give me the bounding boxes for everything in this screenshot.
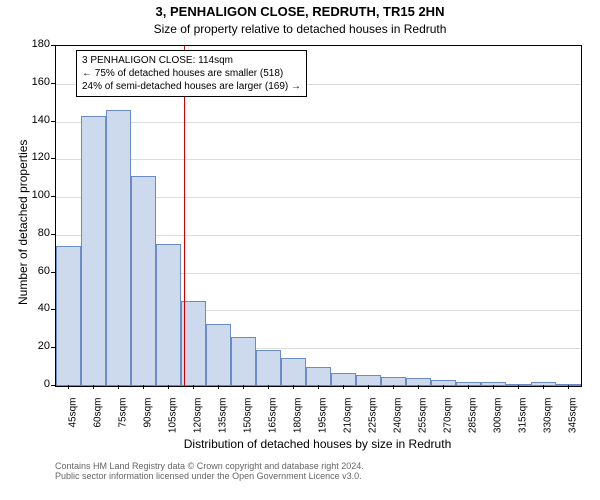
plot-area: 3 PENHALIGON CLOSE: 114sqm← 75% of detac… [55, 45, 582, 387]
x-tick-label: 285sqm [467, 398, 478, 448]
x-tick-label: 90sqm [142, 398, 153, 448]
y-tick-mark [51, 121, 55, 122]
x-tick-label: 330sqm [542, 398, 553, 448]
x-tick-label: 255sqm [417, 398, 428, 448]
y-tick-label: 60 [20, 265, 50, 277]
x-tick-mark [493, 385, 494, 389]
x-tick-label: 150sqm [242, 398, 253, 448]
x-tick-mark [543, 385, 544, 389]
y-tick-mark [51, 196, 55, 197]
x-tick-mark [318, 385, 319, 389]
y-axis-label: Number of detached properties [16, 140, 30, 305]
x-tick-label: 225sqm [367, 398, 378, 448]
histogram-bar [231, 337, 256, 386]
chart-container: 3, PENHALIGON CLOSE, REDRUTH, TR15 2HN S… [0, 0, 600, 500]
x-tick-mark [93, 385, 94, 389]
x-tick-label: 210sqm [342, 398, 353, 448]
y-tick-label: 80 [20, 227, 50, 239]
x-tick-mark [468, 385, 469, 389]
x-tick-mark [418, 385, 419, 389]
x-tick-label: 180sqm [292, 398, 303, 448]
annotation-box: 3 PENHALIGON CLOSE: 114sqm← 75% of detac… [76, 50, 307, 97]
grid-line [56, 122, 581, 123]
x-tick-mark [143, 385, 144, 389]
histogram-bar [481, 382, 506, 386]
x-tick-mark [118, 385, 119, 389]
x-tick-mark [343, 385, 344, 389]
y-tick-label: 100 [20, 189, 50, 201]
y-tick-label: 20 [20, 340, 50, 352]
y-tick-label: 180 [20, 38, 50, 50]
x-tick-label: 240sqm [392, 398, 403, 448]
histogram-bar [506, 384, 531, 386]
y-tick-mark [51, 234, 55, 235]
y-tick-mark [51, 347, 55, 348]
x-tick-mark [568, 385, 569, 389]
x-tick-mark [218, 385, 219, 389]
x-tick-mark [393, 385, 394, 389]
histogram-bar [181, 301, 206, 386]
x-tick-label: 120sqm [192, 398, 203, 448]
histogram-bar [431, 380, 456, 386]
histogram-bar [81, 116, 106, 386]
y-tick-label: 0 [20, 378, 50, 390]
attribution-text: Contains HM Land Registry data © Crown c… [55, 461, 580, 481]
x-tick-label: 105sqm [167, 398, 178, 448]
x-tick-label: 75sqm [117, 398, 128, 448]
y-tick-label: 140 [20, 114, 50, 126]
y-tick-mark [51, 158, 55, 159]
annotation-line: 24% of semi-detached houses are larger (… [82, 80, 301, 93]
x-tick-label: 195sqm [317, 398, 328, 448]
annotation-line: 3 PENHALIGON CLOSE: 114sqm [82, 54, 301, 67]
x-tick-label: 300sqm [492, 398, 503, 448]
x-tick-mark [243, 385, 244, 389]
grid-line [56, 159, 581, 160]
annotation-line: ← 75% of detached houses are smaller (51… [82, 67, 301, 80]
histogram-bar [456, 382, 481, 386]
histogram-bar [206, 324, 231, 386]
histogram-bar [156, 244, 181, 386]
histogram-bar [531, 382, 556, 386]
chart-title: 3, PENHALIGON CLOSE, REDRUTH, TR15 2HN [0, 4, 600, 19]
y-tick-mark [51, 385, 55, 386]
chart-subtitle: Size of property relative to detached ho… [0, 22, 600, 36]
x-tick-label: 270sqm [442, 398, 453, 448]
x-tick-mark [193, 385, 194, 389]
x-tick-label: 315sqm [517, 398, 528, 448]
x-tick-label: 345sqm [567, 398, 578, 448]
histogram-bar [106, 110, 131, 386]
x-tick-mark [518, 385, 519, 389]
histogram-bar [306, 367, 331, 386]
y-tick-label: 160 [20, 76, 50, 88]
x-tick-label: 135sqm [217, 398, 228, 448]
x-tick-label: 165sqm [267, 398, 278, 448]
histogram-bar [131, 176, 156, 386]
reference-line [184, 46, 185, 386]
histogram-bar [281, 358, 306, 386]
x-tick-mark [68, 385, 69, 389]
histogram-bar [256, 350, 281, 386]
x-tick-mark [168, 385, 169, 389]
histogram-bar [381, 377, 406, 386]
x-tick-mark [443, 385, 444, 389]
histogram-bar [556, 384, 581, 386]
y-tick-label: 120 [20, 151, 50, 163]
histogram-bar [331, 373, 356, 386]
histogram-bar [56, 246, 81, 386]
y-tick-label: 40 [20, 302, 50, 314]
x-tick-mark [368, 385, 369, 389]
x-tick-mark [268, 385, 269, 389]
y-tick-mark [51, 272, 55, 273]
x-tick-label: 45sqm [67, 398, 78, 448]
y-tick-mark [51, 83, 55, 84]
histogram-bar [406, 378, 431, 386]
x-tick-mark [293, 385, 294, 389]
x-tick-label: 60sqm [92, 398, 103, 448]
y-tick-mark [51, 45, 55, 46]
histogram-bar [356, 375, 381, 386]
y-tick-mark [51, 309, 55, 310]
